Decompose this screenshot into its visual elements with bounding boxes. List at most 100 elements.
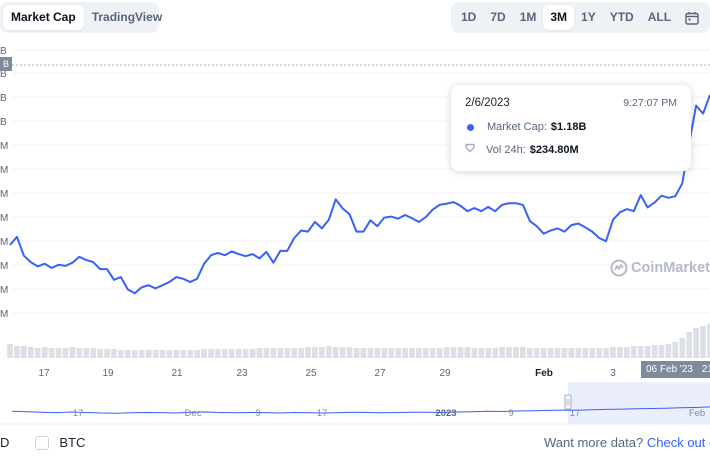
- crosshair-date-tail: 21: [701, 364, 710, 375]
- navigator-handle[interactable]: [564, 394, 572, 410]
- volume-bar: [693, 328, 699, 358]
- y-axis-label: M: [0, 285, 8, 296]
- volume-bar: [48, 348, 55, 358]
- volume-bar: [450, 347, 457, 358]
- volume-bar: [208, 349, 214, 358]
- volume-bar: [27, 347, 34, 358]
- more-data-prompt: Want more data? Check out o: [544, 435, 710, 450]
- market-cap-tab[interactable]: Market Cap: [3, 5, 84, 30]
- range-1y-button[interactable]: 1Y: [581, 10, 596, 24]
- volume-bar: [124, 350, 131, 358]
- volume-bar: [409, 348, 415, 358]
- range-all-button[interactable]: ALL: [647, 10, 672, 24]
- volume-bar: [526, 348, 533, 358]
- volume-bar: [603, 348, 609, 358]
- volume-bar: [540, 348, 547, 358]
- volume-bar: [62, 348, 69, 358]
- volume-bar: [464, 347, 471, 358]
- volume-bar: [339, 347, 346, 358]
- check-out-link[interactable]: Check out o: [646, 435, 710, 450]
- watermark-text: CoinMarketC: [631, 260, 710, 276]
- volume-bar: [568, 348, 575, 358]
- x-axis-tick-label: 27: [374, 368, 386, 379]
- crosshair-date-badge: 06 Feb '23 21: [641, 361, 710, 378]
- volume-bar: [256, 348, 263, 358]
- volume-bar: [658, 345, 665, 358]
- volume-bar: [201, 349, 207, 358]
- volume-bar: [325, 346, 332, 358]
- navigator-label: 9: [255, 408, 260, 419]
- range-ytd-button[interactable]: YTD: [609, 10, 634, 24]
- range-3m-button[interactable]: 3M: [543, 5, 575, 30]
- y-axis-labels: B B B B M M M M M M M M: [0, 46, 8, 320]
- y-axis-label: B: [0, 93, 7, 104]
- btc-label: BTC: [59, 435, 86, 450]
- volume-bar: [298, 348, 304, 358]
- volume-bar: [228, 349, 235, 358]
- volume-bar: [277, 348, 284, 358]
- volume-bar: [291, 348, 297, 358]
- coinmarketcap-watermark: CoinMarketC: [610, 259, 710, 277]
- volume-bar: [69, 347, 76, 358]
- volume-bar: [249, 349, 256, 358]
- navigator-label: Feb: [689, 408, 705, 419]
- volume-bar: [513, 347, 519, 358]
- y-axis-label: M: [0, 213, 8, 224]
- volume-bar: [235, 349, 242, 358]
- navigator-label: 17: [73, 408, 84, 419]
- volume-bar: [90, 348, 96, 358]
- btc-checkbox[interactable]: [35, 435, 50, 450]
- currency-options: D BTC: [0, 435, 85, 450]
- chart-type-toggle: Market Cap TradingView: [0, 2, 162, 33]
- x-axis-tick-label: 29: [439, 368, 451, 379]
- market-cap-line: [9, 94, 710, 295]
- tradingview-tab[interactable]: TradingView: [91, 10, 163, 24]
- volume-bar: [478, 348, 485, 358]
- volume-bar: [332, 347, 339, 358]
- volume-bar: [471, 348, 478, 358]
- y-axis-label: B: [0, 46, 7, 57]
- calendar-icon[interactable]: [678, 5, 706, 30]
- volume-bar: [575, 348, 582, 358]
- x-axis-tick-label: 21: [171, 368, 183, 379]
- x-axis-tick-label: 17: [38, 368, 50, 379]
- volume-bar: [443, 347, 450, 358]
- x-axis-tick-label: Feb: [535, 368, 553, 379]
- x-axis-tick-label: 23: [236, 368, 248, 379]
- range-7d-button[interactable]: 7D: [490, 10, 506, 24]
- volume-bar: [402, 348, 408, 358]
- crosshair-date: 06 Feb '23: [646, 364, 693, 375]
- volume-bar: [672, 342, 679, 358]
- volume-bar: [506, 347, 512, 358]
- tooltip-market-cap-row: Market Cap: $1.18B: [465, 121, 677, 133]
- shield-icon: [465, 143, 475, 156]
- tooltip-time: 9:27:07 PM: [623, 97, 677, 109]
- volume-bar: [610, 347, 616, 358]
- volume-bar: [617, 347, 623, 358]
- volume-bar: [651, 345, 658, 358]
- volume-bar: [159, 350, 166, 358]
- navigator-selection[interactable]: [568, 382, 710, 424]
- volume-bar: [187, 350, 194, 358]
- range-1m-button[interactable]: 1M: [519, 10, 537, 24]
- y-axis-label: M: [0, 237, 8, 248]
- x-axis-labels: 17 19 21 23 25 27 29 Feb 3: [38, 368, 616, 379]
- volume-bar: [263, 348, 270, 358]
- volume-bar: [7, 344, 13, 358]
- y-axis-label: M: [0, 261, 8, 272]
- volume-bar: [360, 348, 367, 358]
- volume-bar: [520, 347, 526, 358]
- volume-bar: [111, 349, 117, 358]
- navigator-label: 2023: [435, 408, 456, 419]
- range-1d-button[interactable]: 1D: [461, 10, 477, 24]
- volume-bar: [381, 348, 388, 358]
- volume-bar: [554, 348, 561, 358]
- volume-bar: [665, 344, 672, 358]
- volume-bar: [270, 348, 277, 358]
- volume-bar: [707, 324, 710, 358]
- navigator-label: Dec: [185, 408, 202, 419]
- volume-bar: [138, 350, 145, 358]
- y-axis-label: M: [0, 309, 8, 320]
- volume-bar: [596, 348, 602, 358]
